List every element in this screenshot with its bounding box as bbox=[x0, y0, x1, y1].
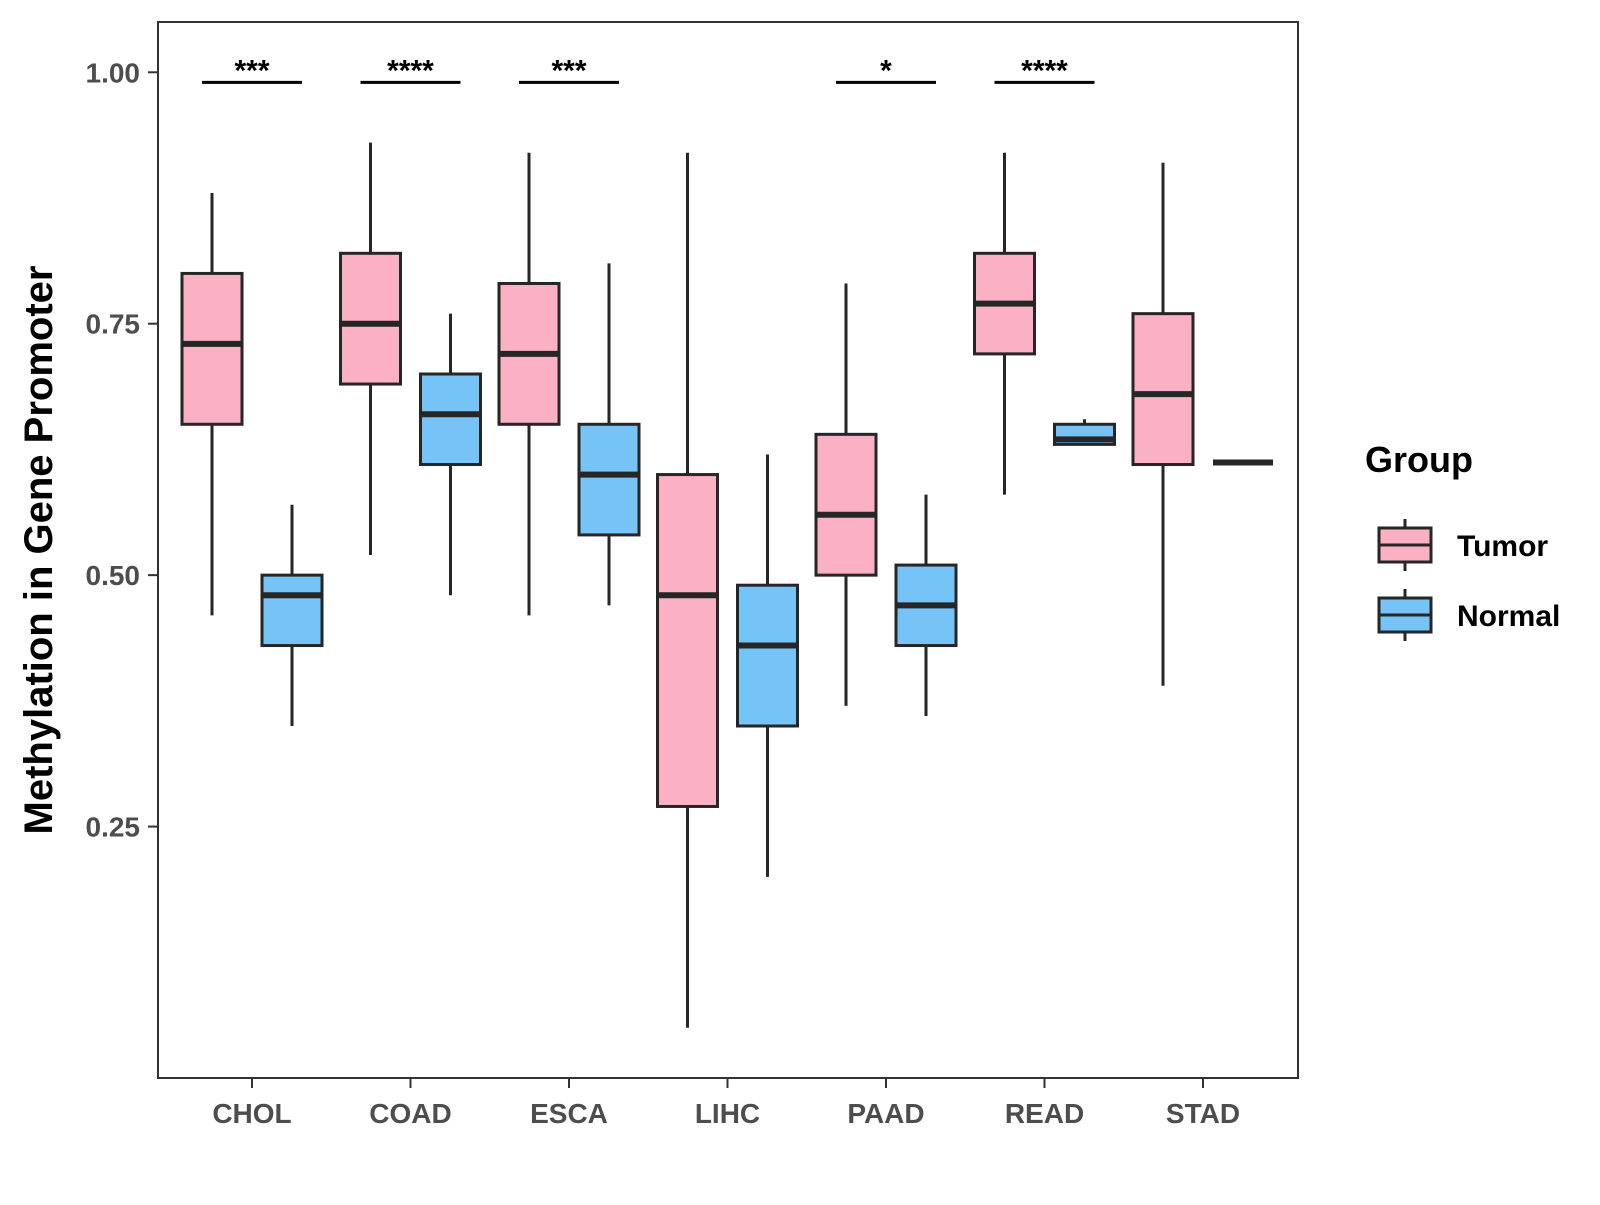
box-tumor-coad bbox=[339, 142, 402, 556]
significance-label-chol: *** bbox=[234, 54, 269, 87]
box-body bbox=[339, 251, 402, 386]
box-body bbox=[656, 473, 719, 808]
box-body bbox=[736, 583, 799, 728]
box-body bbox=[1131, 312, 1195, 467]
box-body bbox=[419, 372, 482, 467]
x-tick-label-stad: STAD bbox=[1166, 1098, 1240, 1129]
box-tumor-stad bbox=[1131, 162, 1195, 686]
axes-layer: 0.25 0.50 0.75 1.00 CHOL COAD ESCA LIHC PAAD READ… bbox=[86, 21, 1299, 1129]
x-tick-label-paad: PAAD bbox=[847, 1098, 924, 1129]
box-tumor-lihc bbox=[656, 152, 719, 1028]
significance-label-paad: * bbox=[880, 54, 892, 87]
box-normal-lihc bbox=[736, 454, 799, 877]
box-body bbox=[814, 432, 878, 577]
box-body bbox=[577, 422, 641, 537]
legend-key-normal bbox=[1377, 589, 1433, 641]
significance-layer: *** **** *** * **** bbox=[202, 54, 1095, 87]
y-tick-label: 0.75 bbox=[86, 309, 141, 340]
y-axis-title: Methylation in Gene Promoter bbox=[17, 266, 61, 835]
box-body bbox=[180, 271, 244, 426]
box-layer bbox=[180, 142, 1273, 1028]
box-normal-read bbox=[1053, 419, 1116, 446]
y-tick-label: 1.00 bbox=[86, 57, 141, 88]
significance-label-read: **** bbox=[1021, 54, 1068, 87]
box-tumor-esca bbox=[497, 152, 561, 616]
box-tumor-read bbox=[973, 152, 1036, 495]
significance-label-coad: **** bbox=[387, 54, 434, 87]
box-normal-chol bbox=[260, 504, 324, 726]
box-normal-coad bbox=[419, 313, 482, 596]
box-tumor-chol bbox=[180, 192, 244, 616]
box-tumor-paad bbox=[814, 283, 878, 706]
x-tick-label-esca: ESCA bbox=[530, 1098, 608, 1129]
significance-label-esca: *** bbox=[551, 54, 586, 87]
legend-label-normal: Normal bbox=[1457, 600, 1560, 633]
y-tick-label: 0.25 bbox=[86, 812, 141, 843]
legend-title: Group bbox=[1365, 439, 1473, 480]
x-tick-label-chol: CHOL bbox=[212, 1098, 291, 1129]
plot-panel-border bbox=[157, 21, 1299, 1079]
x-tick-label-read: READ bbox=[1005, 1098, 1084, 1129]
box-normal-paad bbox=[894, 494, 958, 716]
x-tick-label-lihc: LIHC bbox=[695, 1098, 760, 1129]
y-tick-label: 0.50 bbox=[86, 560, 141, 591]
legend: Group Tumor Normal bbox=[1365, 439, 1560, 641]
box-normal-esca bbox=[577, 263, 641, 606]
box-body bbox=[260, 573, 324, 648]
legend-label-tumor: Tumor bbox=[1457, 530, 1548, 563]
x-tick-label-coad: COAD bbox=[369, 1098, 451, 1129]
legend-key-tumor bbox=[1377, 519, 1433, 571]
